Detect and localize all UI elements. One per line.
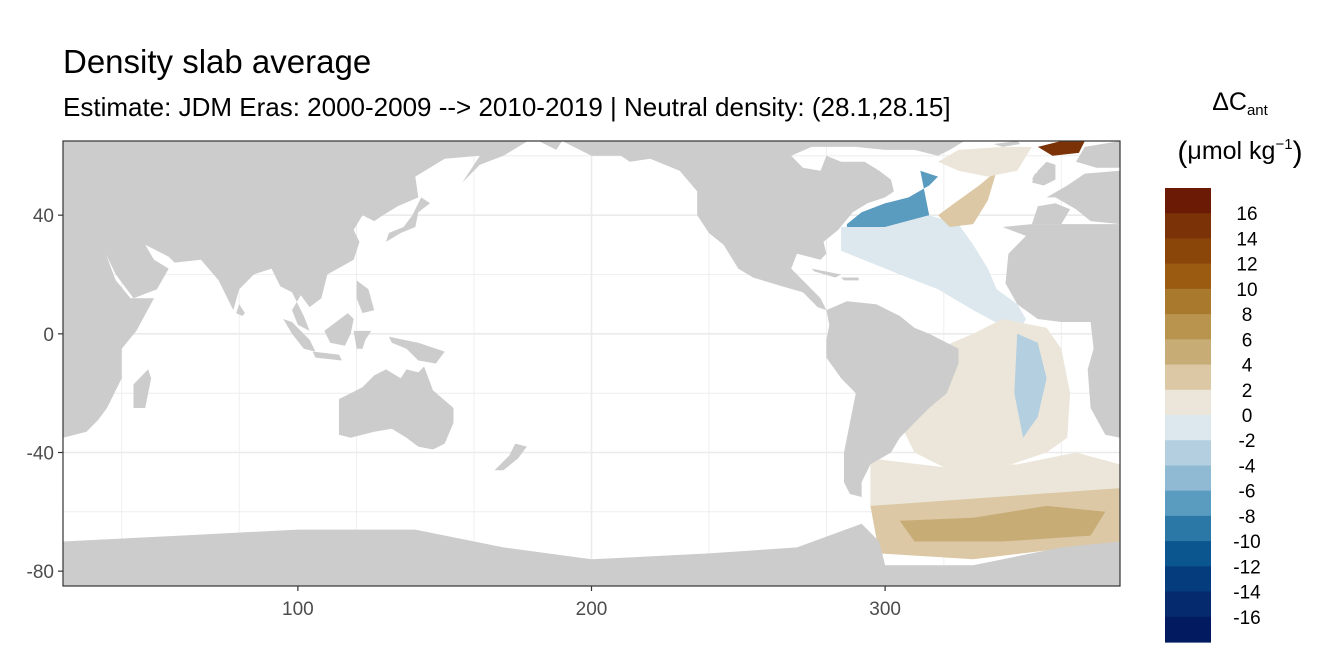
land-sri-lanka <box>236 304 245 316</box>
legend-swatch <box>1165 213 1211 240</box>
land-cuba <box>811 268 842 278</box>
legend-swatch <box>1165 389 1211 416</box>
land-south-america <box>826 301 959 497</box>
legend-swatch <box>1165 616 1211 643</box>
legend-label: -14 <box>1233 583 1261 604</box>
x-tick-label: 300 <box>869 599 901 620</box>
legend-colorbar: 16 14 12 10 8 6 4 2 0 -2 -4 -6 -8 -10 -12 -14 -16 <box>1165 188 1261 643</box>
legend-label: 16 <box>1236 204 1257 225</box>
legend-swatch <box>1165 490 1211 517</box>
legend-swatch <box>1165 238 1211 265</box>
data-region-north-atlantic-subpolar-tan <box>938 170 997 227</box>
legend-title-subscript: ant <box>1246 102 1268 119</box>
data-region-north-atlantic-blue-patch <box>846 170 938 227</box>
legend-label: -4 <box>1239 456 1256 477</box>
legend-title-unit: (μmol kg−1) <box>1177 136 1303 169</box>
legend-swatch <box>1165 364 1211 391</box>
land-iceland <box>993 141 1021 147</box>
data-region-southern-ocean-light <box>870 452 1120 506</box>
land-australia <box>339 366 454 450</box>
land-japan <box>386 197 430 242</box>
legend-swatch <box>1165 263 1211 290</box>
land-philippines <box>356 280 375 314</box>
land-layer <box>63 141 1120 586</box>
land-greenland <box>885 141 965 156</box>
land-new-zealand <box>494 443 527 471</box>
map-panel <box>62 140 1121 587</box>
legend-label: 14 <box>1236 229 1258 250</box>
y-tick-label: 0 <box>43 325 54 346</box>
legend-label: 0 <box>1242 406 1253 427</box>
land-hispaniola <box>841 277 859 281</box>
legend-swatch <box>1165 188 1211 214</box>
legend-swatch <box>1165 440 1211 467</box>
land-scandinavia <box>1076 141 1120 168</box>
data-region-north-atlantic-light-blue <box>841 215 1026 334</box>
legend-label: 4 <box>1242 356 1253 377</box>
land-sumatra <box>283 319 316 352</box>
land-europe <box>1046 170 1120 225</box>
legend-label: -16 <box>1233 608 1260 629</box>
legend-label: -8 <box>1239 507 1256 528</box>
land-iberia <box>1031 203 1071 225</box>
y-tick-label: -40 <box>27 444 54 465</box>
plot-title: Density slab average <box>63 43 372 80</box>
land-africa <box>63 238 154 438</box>
legend-label: 2 <box>1242 381 1253 402</box>
legend-label: -12 <box>1233 557 1260 578</box>
data-region-weddell-darker-tan <box>899 505 1106 542</box>
legend-swatch <box>1165 339 1211 366</box>
legend-label: 8 <box>1242 305 1253 326</box>
legend-label: 10 <box>1236 280 1257 301</box>
legend-label: -10 <box>1233 532 1260 553</box>
x-tick-label: 200 <box>576 599 608 620</box>
land-north-america <box>562 141 950 311</box>
land-new-guinea <box>388 336 445 364</box>
plot-subtitle: Estimate: JDM Eras: 2000-2009 --> 2010-2… <box>63 92 951 122</box>
legend-swatch <box>1165 566 1211 593</box>
legend-swatch <box>1165 591 1211 618</box>
land-borneo <box>324 313 354 346</box>
land-ireland <box>1031 170 1044 180</box>
legend-title-symbol: ΔCant <box>1164 88 1316 119</box>
legend-label: -2 <box>1239 431 1256 452</box>
legend-label: 6 <box>1242 330 1253 351</box>
data-region-nordic-seas-tan <box>938 146 1032 177</box>
land-antarctica <box>63 523 1120 586</box>
legend-title-symbol-text: ΔC <box>1212 88 1247 116</box>
land-java <box>312 351 342 361</box>
legend-swatch <box>1165 314 1211 340</box>
land-madagascar <box>133 369 152 408</box>
legend-swatch <box>1165 541 1211 567</box>
legend-swatch <box>1165 515 1211 542</box>
legend-swatch <box>1165 465 1211 492</box>
legend-unit-base: μmol kg <box>1187 137 1276 165</box>
x-tick-label: 100 <box>282 599 314 620</box>
data-region-arctic-brown-cells <box>1037 141 1085 156</box>
legend-label: -6 <box>1239 482 1256 503</box>
legend-label: 12 <box>1236 255 1257 276</box>
y-tick-label: -80 <box>27 562 54 583</box>
legend-unit-superscript: −1 <box>1275 136 1293 153</box>
land-eurasia <box>63 141 563 331</box>
land-sulawesi <box>353 330 372 349</box>
y-tick-label: 40 <box>33 206 54 227</box>
legend-swatch <box>1165 288 1211 315</box>
data-region-south-atlantic-blue-streak <box>1014 333 1047 438</box>
land-africa-west <box>1002 224 1120 438</box>
legend-swatch <box>1165 415 1211 441</box>
